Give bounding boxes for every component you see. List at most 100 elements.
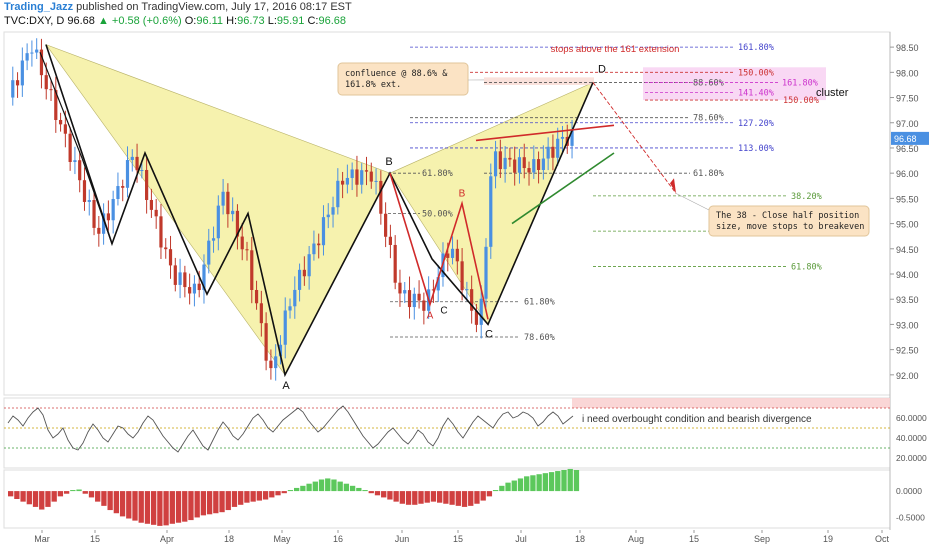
candle-body	[369, 171, 373, 182]
candle-body	[130, 156, 134, 161]
x-tick-label: Sep	[754, 534, 770, 544]
fib-level-label: 61.80%	[693, 169, 724, 179]
candle-body	[360, 170, 364, 185]
histogram-bar	[231, 491, 238, 507]
histogram-bar	[101, 491, 107, 506]
cluster-zone	[643, 67, 826, 101]
x-tick-label: 18	[575, 534, 585, 544]
histogram-bar	[32, 491, 39, 507]
y-tick-label: 96.50	[896, 144, 919, 154]
histogram-bar	[461, 491, 468, 507]
candle-body	[25, 53, 29, 61]
hist-tick-label: -0.5000	[896, 512, 925, 522]
histogram-bar	[511, 480, 517, 492]
candle-body	[202, 264, 206, 291]
histogram-bar	[206, 491, 213, 515]
candle-body	[455, 248, 459, 262]
histogram-bar	[325, 478, 331, 492]
histogram-bar	[492, 490, 499, 492]
histogram-bar	[567, 468, 573, 492]
candle-body	[116, 186, 120, 199]
y-tick-label: 92.00	[896, 371, 919, 381]
histogram-bar	[281, 491, 287, 494]
candle-body	[178, 272, 182, 285]
annotation-close: The 38 - Close half position size, move s…	[716, 211, 864, 232]
candle-body	[513, 159, 517, 173]
fib-level-label: 38.20%	[791, 192, 822, 202]
x-tick-label: 16	[333, 534, 343, 544]
inner-pattern-zigzag	[389, 172, 489, 320]
lower-trendline	[511, 152, 615, 225]
candle-body	[431, 289, 436, 291]
candle-body	[436, 277, 440, 291]
candle-body	[68, 133, 72, 162]
zigzag-secondary	[39, 51, 113, 244]
candle-body	[15, 80, 20, 86]
candle-body	[97, 227, 101, 234]
histogram-bar	[573, 470, 580, 492]
fib-level-label: 161.80%	[782, 78, 818, 88]
annotation-divergence: i need overbought condition and bearish …	[582, 414, 812, 425]
candle-body	[355, 169, 359, 185]
histogram-bar	[412, 491, 418, 505]
histogram-bar	[405, 491, 412, 505]
histogram-bar	[374, 491, 381, 496]
x-tick-label: 15	[689, 534, 699, 544]
histogram-bar	[418, 491, 424, 504]
candle-body	[20, 60, 24, 86]
candle-body	[121, 186, 125, 188]
histogram-bar	[244, 491, 250, 503]
candle-body	[297, 269, 302, 290]
symbol-price: 96.68	[67, 15, 95, 27]
histogram-bar	[113, 491, 120, 514]
candle-body	[536, 159, 541, 170]
histogram-bar	[45, 491, 51, 507]
candle-body	[254, 289, 259, 304]
annotation-cluster: cluster	[816, 87, 849, 99]
upper-trendline	[475, 124, 615, 142]
candle-body	[388, 236, 392, 245]
pattern-point-label: C	[485, 328, 493, 340]
x-tick-label: Apr	[160, 534, 174, 544]
histogram-bar	[499, 485, 505, 492]
candle-body	[503, 157, 507, 170]
candle-body	[283, 310, 287, 345]
histogram-bar	[262, 491, 269, 500]
histogram-bar	[318, 479, 325, 492]
candle-body	[78, 160, 82, 181]
candle-body	[274, 356, 278, 369]
author-name[interactable]: Trading_Jazz	[4, 1, 74, 13]
histogram-bar	[424, 491, 430, 503]
candle-body	[39, 49, 44, 76]
close-value: 96.68	[318, 15, 347, 27]
x-tick-label: Jul	[515, 534, 527, 544]
candle-body	[384, 213, 388, 237]
fib-level-label: 50.00%	[422, 210, 453, 220]
histogram-bar	[356, 487, 362, 492]
pattern-point-label: B	[385, 156, 392, 168]
hist-tick-label: 0.0000	[896, 486, 922, 496]
histogram-bar	[536, 474, 542, 492]
candle-body	[192, 283, 197, 294]
pattern-point-label: A	[282, 380, 290, 392]
histogram-bar	[542, 473, 549, 492]
candle-body	[259, 303, 263, 324]
candle-body	[63, 124, 67, 134]
candle-body	[173, 265, 177, 285]
fib-level-label: 141.40%	[738, 89, 774, 99]
histogram-bar	[188, 491, 194, 521]
publish-header: Trading_Jazz published on TradingView.co…	[4, 1, 352, 13]
candle-body	[407, 290, 412, 308]
candle-body	[140, 169, 144, 171]
candle-body	[350, 169, 354, 178]
histogram-bar	[76, 489, 82, 492]
candle-body	[484, 246, 488, 299]
annotation-confluence: confluence @ 88.6% & 161.8% ext.	[345, 69, 448, 90]
histogram-bar	[95, 491, 101, 502]
open-label: O:	[184, 15, 197, 27]
candle-body	[556, 138, 560, 158]
symbol-name: TVC:DXY, D	[4, 15, 65, 27]
histogram-bar	[225, 491, 231, 511]
candle-body	[336, 180, 340, 208]
